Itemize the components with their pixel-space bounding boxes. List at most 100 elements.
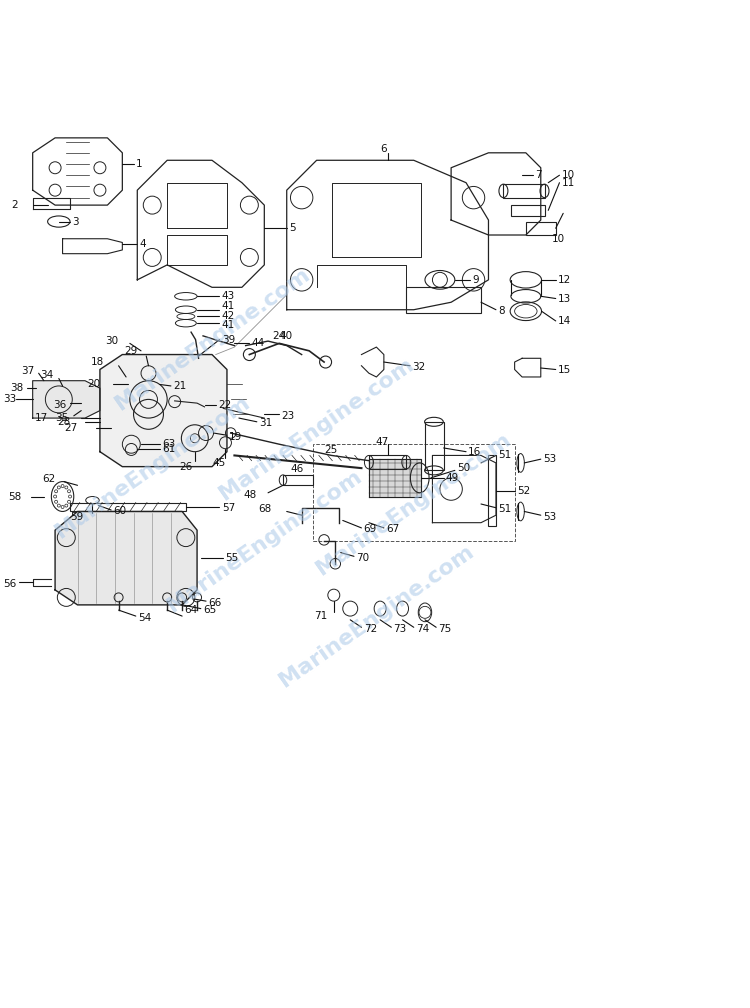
Text: 48: 48 bbox=[244, 490, 256, 500]
Text: 26: 26 bbox=[179, 462, 193, 472]
Text: 33: 33 bbox=[3, 394, 16, 404]
Text: 73: 73 bbox=[394, 624, 406, 634]
Text: MarineEngine.com: MarineEngine.com bbox=[164, 467, 365, 616]
Text: 25: 25 bbox=[324, 446, 338, 456]
Polygon shape bbox=[33, 381, 100, 418]
Text: 36: 36 bbox=[53, 399, 66, 409]
Text: 41: 41 bbox=[222, 320, 235, 330]
Text: MarineEngine.com: MarineEngine.com bbox=[275, 541, 477, 690]
Text: MarineEngine.com: MarineEngine.com bbox=[51, 392, 254, 541]
Bar bbox=[70, 503, 186, 511]
Text: 8: 8 bbox=[498, 306, 505, 317]
Text: 41: 41 bbox=[222, 301, 235, 311]
Bar bbox=[503, 184, 544, 198]
Text: 64: 64 bbox=[184, 605, 197, 615]
Bar bbox=[369, 456, 407, 469]
Text: 66: 66 bbox=[209, 598, 221, 608]
Text: 30: 30 bbox=[106, 336, 118, 346]
Text: 10: 10 bbox=[562, 170, 574, 180]
Text: 54: 54 bbox=[138, 613, 152, 623]
Text: 40: 40 bbox=[279, 331, 292, 341]
Text: 6: 6 bbox=[380, 144, 387, 154]
Text: 53: 53 bbox=[543, 512, 556, 522]
Text: 16: 16 bbox=[468, 447, 482, 457]
Text: 52: 52 bbox=[517, 486, 530, 496]
Text: 58: 58 bbox=[8, 492, 22, 502]
Polygon shape bbox=[55, 511, 197, 605]
Text: 38: 38 bbox=[10, 383, 24, 393]
Text: 53: 53 bbox=[543, 455, 556, 464]
Text: 72: 72 bbox=[364, 624, 377, 634]
Text: 2: 2 bbox=[11, 201, 18, 210]
Text: 14: 14 bbox=[558, 316, 572, 326]
Bar bbox=[313, 445, 514, 541]
Text: 21: 21 bbox=[173, 381, 187, 391]
Polygon shape bbox=[286, 160, 488, 309]
Text: 63: 63 bbox=[162, 439, 176, 450]
Text: 18: 18 bbox=[91, 357, 104, 367]
Text: 50: 50 bbox=[457, 463, 470, 473]
Text: 47: 47 bbox=[376, 437, 389, 447]
Text: 3: 3 bbox=[72, 217, 79, 227]
Polygon shape bbox=[369, 460, 422, 497]
Text: 45: 45 bbox=[213, 458, 226, 468]
Text: 13: 13 bbox=[558, 293, 572, 303]
Text: 49: 49 bbox=[446, 473, 459, 483]
Text: 69: 69 bbox=[364, 524, 377, 534]
Text: 44: 44 bbox=[251, 339, 265, 349]
Text: 74: 74 bbox=[416, 624, 429, 634]
Text: 32: 32 bbox=[413, 362, 425, 372]
Bar bbox=[488, 456, 496, 526]
Text: 28: 28 bbox=[57, 416, 70, 426]
Text: 42: 42 bbox=[222, 311, 235, 322]
Text: 10: 10 bbox=[552, 234, 565, 244]
Bar bbox=[511, 205, 544, 217]
Text: 75: 75 bbox=[439, 624, 452, 634]
Text: 59: 59 bbox=[70, 512, 83, 522]
Text: 51: 51 bbox=[498, 451, 512, 461]
Text: 1: 1 bbox=[136, 159, 142, 169]
Text: 70: 70 bbox=[356, 552, 369, 562]
Text: 7: 7 bbox=[536, 170, 542, 180]
Text: 43: 43 bbox=[222, 291, 235, 301]
Text: MarineEngine.com: MarineEngine.com bbox=[313, 429, 514, 579]
Text: 22: 22 bbox=[218, 400, 231, 410]
Bar bbox=[425, 421, 444, 471]
Text: 12: 12 bbox=[558, 275, 572, 285]
Bar bbox=[283, 475, 313, 485]
Text: 11: 11 bbox=[562, 177, 575, 187]
Text: 56: 56 bbox=[3, 579, 16, 589]
Text: MarineEngine.com: MarineEngine.com bbox=[216, 355, 418, 504]
Text: 61: 61 bbox=[162, 445, 176, 455]
Text: 55: 55 bbox=[226, 552, 238, 562]
Text: 34: 34 bbox=[40, 371, 53, 380]
Text: 17: 17 bbox=[34, 413, 47, 423]
Bar bbox=[406, 287, 481, 313]
Text: 24: 24 bbox=[272, 331, 285, 341]
Text: 51: 51 bbox=[498, 504, 512, 514]
Text: 60: 60 bbox=[113, 506, 127, 516]
Text: 29: 29 bbox=[124, 346, 137, 356]
Text: 37: 37 bbox=[21, 366, 34, 376]
Text: 39: 39 bbox=[222, 335, 235, 345]
Text: 15: 15 bbox=[558, 365, 572, 375]
Text: 9: 9 bbox=[472, 275, 478, 285]
Text: 57: 57 bbox=[222, 503, 235, 513]
Text: 71: 71 bbox=[314, 611, 328, 621]
Text: 31: 31 bbox=[259, 418, 272, 428]
Polygon shape bbox=[100, 355, 227, 467]
Text: 20: 20 bbox=[87, 379, 100, 389]
Text: 35: 35 bbox=[56, 413, 68, 423]
Text: 65: 65 bbox=[203, 605, 216, 615]
Text: 27: 27 bbox=[64, 422, 77, 432]
Text: 68: 68 bbox=[259, 504, 272, 514]
Text: 67: 67 bbox=[386, 524, 399, 534]
Text: 46: 46 bbox=[290, 464, 304, 474]
Text: 19: 19 bbox=[230, 431, 242, 442]
Bar bbox=[526, 222, 556, 235]
Text: 5: 5 bbox=[289, 223, 296, 233]
Text: 62: 62 bbox=[42, 475, 55, 484]
Text: 23: 23 bbox=[281, 411, 295, 420]
Text: MarineEngine.com: MarineEngine.com bbox=[111, 265, 313, 414]
Text: 4: 4 bbox=[140, 239, 146, 249]
